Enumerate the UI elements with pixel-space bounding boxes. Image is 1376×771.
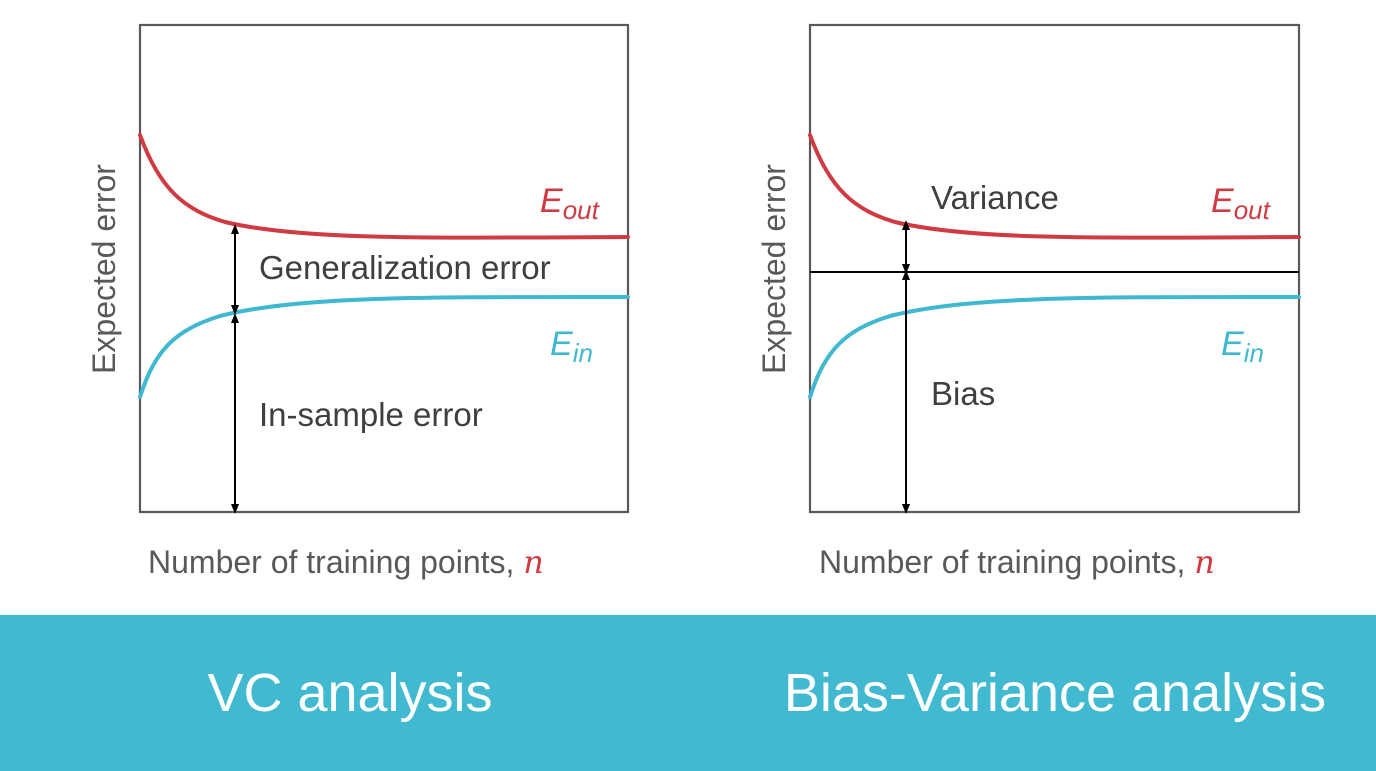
bv-bias-label: Bias [931, 375, 995, 412]
bv-e-out-label: Eout [1211, 182, 1272, 225]
bv-panel: Variance Bias Eout Ein Expected error Nu… [756, 23, 1301, 581]
vc-e-out-label: Eout [540, 182, 601, 225]
bv-e-in-sub: in [1244, 338, 1264, 368]
vc-plot-frame [138, 23, 630, 514]
vc-e-out-sub: out [563, 195, 601, 225]
vc-e-in-sub: in [573, 338, 593, 368]
bv-e-in-main: E [1221, 325, 1244, 363]
vc-x-axis-text: Number of training points, [148, 544, 523, 580]
vc-x-axis-label: Number of training points, n [148, 543, 544, 581]
bv-e-out-curve [808, 133, 1301, 240]
vc-analysis-title: VC analysis [207, 663, 493, 723]
vc-e-in-main: E [550, 325, 573, 363]
vc-x-axis-variable: n [523, 543, 544, 581]
diagram-canvas: Generalization error In-sample error Eou… [86, 23, 1301, 581]
vc-panel: Generalization error In-sample error Eou… [86, 23, 630, 581]
bv-x-axis-label: Number of training points, n [819, 543, 1215, 581]
vc-e-in-curve [138, 294, 630, 399]
footer-banner: VC analysis Bias-Variance analysis [0, 615, 1376, 771]
bv-e-in-label: Ein [1221, 325, 1264, 368]
vc-e-out-main: E [540, 182, 563, 220]
vc-e-out-curve [138, 133, 630, 240]
vc-generalization-error-label: Generalization error [259, 249, 551, 286]
bias-variance-analysis-title: Bias-Variance analysis [783, 663, 1327, 723]
bv-x-axis-text: Number of training points, [819, 544, 1194, 580]
bv-e-out-main: E [1211, 182, 1234, 220]
bv-e-in-curve [808, 294, 1301, 399]
bv-variance-label: Variance [931, 179, 1059, 216]
vc-in-sample-error-label: In-sample error [259, 396, 483, 433]
vc-e-in-label: Ein [550, 325, 593, 368]
bv-plot-frame [808, 23, 1301, 514]
bv-y-axis-label: Expected error [756, 164, 792, 374]
bv-e-out-sub: out [1234, 195, 1272, 225]
bv-x-axis-variable: n [1194, 543, 1215, 581]
vc-y-axis-label: Expected error [86, 164, 122, 374]
